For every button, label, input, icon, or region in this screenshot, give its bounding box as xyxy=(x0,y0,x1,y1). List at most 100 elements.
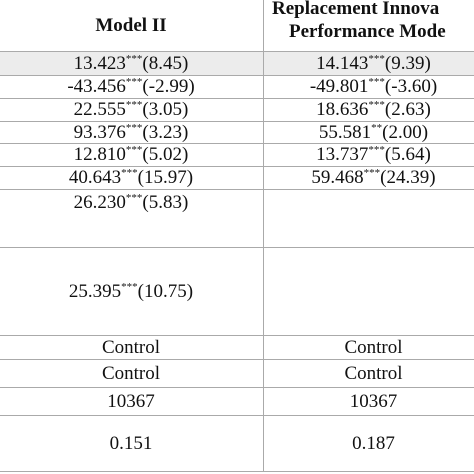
significance-stars: *** xyxy=(125,192,143,204)
significance-stars: *** xyxy=(121,280,138,293)
coefficient: 55.581 xyxy=(318,121,372,143)
cell-text: 26.230***(5.83) xyxy=(74,192,189,214)
table-cell: Control xyxy=(264,360,474,388)
cell-text: 12.810***(5.02) xyxy=(74,144,189,166)
table-cell: Control xyxy=(0,336,264,360)
cell-text: Control xyxy=(344,337,402,359)
cell-text: 13.737***(5.64) xyxy=(316,144,431,166)
cell-text: 10367 xyxy=(107,391,155,413)
table-cell: 22.555***(3.05) xyxy=(0,99,264,122)
table-cell: 0.151 xyxy=(0,416,264,472)
table-cell: 10367 xyxy=(264,388,474,416)
cell-text: 55.581**(2.00) xyxy=(319,122,428,144)
cell-text: Control xyxy=(102,363,160,385)
table-cell: Control xyxy=(0,360,264,388)
t-statistic: (5.83) xyxy=(142,192,189,213)
table-cell: 13.737***(5.64) xyxy=(264,144,474,167)
table-cell xyxy=(264,248,474,336)
t-statistic: (3.23) xyxy=(142,121,189,143)
cell-text: 0.151 xyxy=(110,433,153,455)
t-statistic: (8.45) xyxy=(142,52,189,74)
coefficient: 40.643 xyxy=(68,167,122,188)
header-text: Model II xyxy=(95,14,167,36)
table-cell: 59.468***(24.39) xyxy=(264,167,474,190)
table-cell: 10367 xyxy=(0,388,264,416)
cell-text: 59.468***(24.39) xyxy=(311,167,435,189)
t-statistic: (5.02) xyxy=(142,144,189,165)
significance-stars: *** xyxy=(125,99,143,111)
cell-text: 14.143***(9.39) xyxy=(316,53,431,75)
cell-text: 25.395***(10.75) xyxy=(69,281,193,303)
t-statistic: (2.00) xyxy=(382,121,429,143)
cell-text: 13.423***(8.45) xyxy=(74,53,189,75)
cell-text: Control xyxy=(344,363,402,385)
coefficient: 26.230 xyxy=(73,192,126,213)
table-cell xyxy=(264,190,474,248)
significance-stars: *** xyxy=(125,121,143,134)
cell-text: 93.376***(3.23) xyxy=(74,122,189,144)
coefficient: 93.376 xyxy=(73,121,126,143)
table-cell: 93.376***(3.23) xyxy=(0,122,264,144)
header-cell xyxy=(264,0,474,52)
t-statistic: (-2.99) xyxy=(142,76,195,97)
coefficient: 59.468 xyxy=(311,167,364,188)
t-statistic: (15.97) xyxy=(137,167,194,188)
t-statistic: (5.64) xyxy=(384,144,431,165)
coefficient: 13.423 xyxy=(73,52,126,74)
coefficient: 12.810 xyxy=(73,144,126,165)
cell-text: 22.555***(3.05) xyxy=(74,99,189,121)
significance-stars: *** xyxy=(125,52,143,65)
table-cell: 13.423***(8.45) xyxy=(0,52,264,76)
cell-value: 10367 xyxy=(349,390,398,412)
cell-value: 0.187 xyxy=(352,432,395,454)
coefficient: 18.636 xyxy=(316,99,369,120)
significance-stars: *** xyxy=(368,52,385,65)
coefficient: 22.555 xyxy=(73,99,126,120)
table-cell: 40.643***(15.97) xyxy=(0,167,264,190)
table-cell: Control xyxy=(264,336,474,360)
cell-value: 0.151 xyxy=(109,432,153,454)
table-cell: 25.395***(10.75) xyxy=(0,248,264,336)
significance-stars: *** xyxy=(368,76,385,88)
cell-text: 18.636***(2.63) xyxy=(316,99,431,121)
cell-text: 10367 xyxy=(350,391,398,413)
t-statistic: (2.63) xyxy=(384,99,431,120)
cell-value: Control xyxy=(344,362,403,384)
header-cell: Model II xyxy=(0,0,264,52)
significance-stars: *** xyxy=(125,144,143,156)
table-cell: 26.230***(5.83) xyxy=(0,190,264,248)
table-cell: -49.801***(-3.60) xyxy=(264,76,474,99)
header-text: Replacement Innova xyxy=(272,0,440,19)
cell-text: 0.187 xyxy=(352,433,395,455)
significance-stars: *** xyxy=(121,167,138,179)
significance-stars: ** xyxy=(371,121,383,134)
cell-value: Control xyxy=(344,336,403,358)
table-cell: 12.810***(5.02) xyxy=(0,144,264,167)
cell-text: -43.456***(-2.99) xyxy=(67,76,194,98)
cell-text: 40.643***(15.97) xyxy=(69,167,193,189)
coefficient: 14.143 xyxy=(316,52,369,74)
coefficient: -49.801 xyxy=(309,76,369,97)
significance-stars: *** xyxy=(125,76,143,88)
cell-text: -49.801***(-3.60) xyxy=(310,76,437,98)
table-cell: -43.456***(-2.99) xyxy=(0,76,264,99)
coefficient: 13.737 xyxy=(316,144,369,165)
t-statistic: (10.75) xyxy=(137,280,194,302)
coefficient: -43.456 xyxy=(67,76,126,97)
table-cell: 18.636***(2.63) xyxy=(264,99,474,122)
cell-value: Control xyxy=(101,336,161,358)
cell-text: Control xyxy=(102,337,160,359)
t-statistic: (3.05) xyxy=(142,99,189,120)
table-cell: 0.187 xyxy=(264,416,474,472)
table-cell: 55.581**(2.00) xyxy=(264,122,474,144)
cell-value: 10367 xyxy=(107,390,155,412)
t-statistic: (24.39) xyxy=(380,167,436,188)
table-cell: 14.143***(9.39) xyxy=(264,52,474,76)
significance-stars: *** xyxy=(368,99,385,111)
significance-stars: *** xyxy=(363,167,381,179)
header-text: Performance Mode xyxy=(289,21,446,42)
cell-value: Control xyxy=(101,362,161,384)
t-statistic: (9.39) xyxy=(384,52,431,74)
coefficient: 25.395 xyxy=(68,280,122,302)
